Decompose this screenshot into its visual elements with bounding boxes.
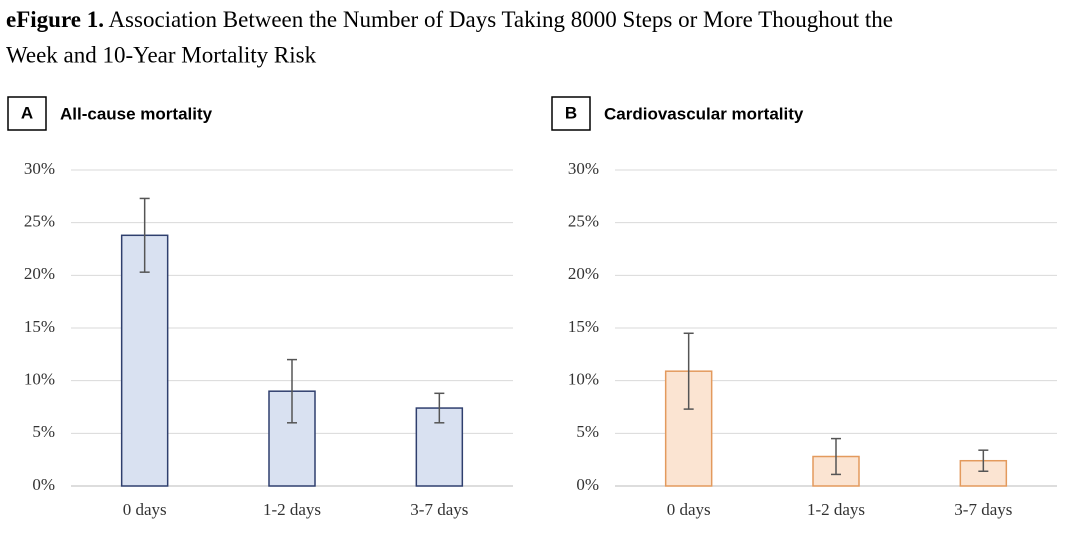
y-tick-label: 0% — [32, 475, 55, 494]
y-tick-label: 30% — [568, 159, 599, 178]
figure-label: eFigure 1. — [6, 7, 104, 32]
y-tick-label: 10% — [24, 370, 55, 389]
y-tick-label: 25% — [568, 212, 599, 231]
panel-title: All-cause mortality — [60, 104, 213, 123]
panel-label: A — [21, 103, 33, 122]
panel-label-box — [7, 96, 47, 131]
y-tick-label: 20% — [24, 264, 55, 283]
x-tick-label: 3-7 days — [410, 500, 468, 519]
y-tick-label: 5% — [32, 422, 55, 441]
x-tick-label: 0 days — [667, 500, 711, 519]
y-tick-label: 15% — [24, 317, 55, 336]
figure-heading: eFigure 1. Association Between the Numbe… — [6, 7, 893, 32]
bar — [120, 234, 169, 487]
x-tick-label: 1-2 days — [263, 500, 321, 519]
y-tick-label: 10% — [568, 370, 599, 389]
y-tick-label: 25% — [24, 212, 55, 231]
panel-label-box — [551, 96, 591, 131]
y-tick-label: 20% — [568, 264, 599, 283]
y-tick-label: 5% — [576, 422, 599, 441]
panel-title: Cardiovascular mortality — [604, 104, 804, 123]
figure-title: Association Between the Number of Days T… — [108, 7, 893, 32]
figure-title-line2: Week and 10-Year Mortality Risk — [6, 42, 317, 67]
y-tick-label: 0% — [576, 475, 599, 494]
y-tick-label: 30% — [24, 159, 55, 178]
x-tick-label: 3-7 days — [954, 500, 1012, 519]
x-tick-label: 1-2 days — [807, 500, 865, 519]
y-tick-label: 15% — [568, 317, 599, 336]
x-tick-label: 0 days — [123, 500, 167, 519]
panel-label: B — [565, 103, 577, 122]
